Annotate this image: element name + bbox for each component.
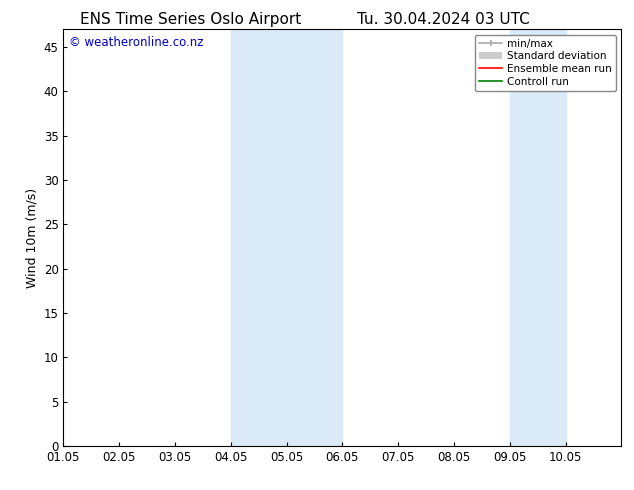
- Bar: [510, 29, 566, 446]
- Text: ENS Time Series Oslo Airport: ENS Time Series Oslo Airport: [80, 12, 301, 27]
- Text: © weatheronline.co.nz: © weatheronline.co.nz: [69, 36, 204, 49]
- Y-axis label: Wind 10m (m/s): Wind 10m (m/s): [25, 188, 38, 288]
- Bar: [231, 29, 287, 446]
- Bar: [287, 29, 342, 446]
- Legend: min/max, Standard deviation, Ensemble mean run, Controll run: min/max, Standard deviation, Ensemble me…: [475, 35, 616, 91]
- Text: Tu. 30.04.2024 03 UTC: Tu. 30.04.2024 03 UTC: [358, 12, 530, 27]
